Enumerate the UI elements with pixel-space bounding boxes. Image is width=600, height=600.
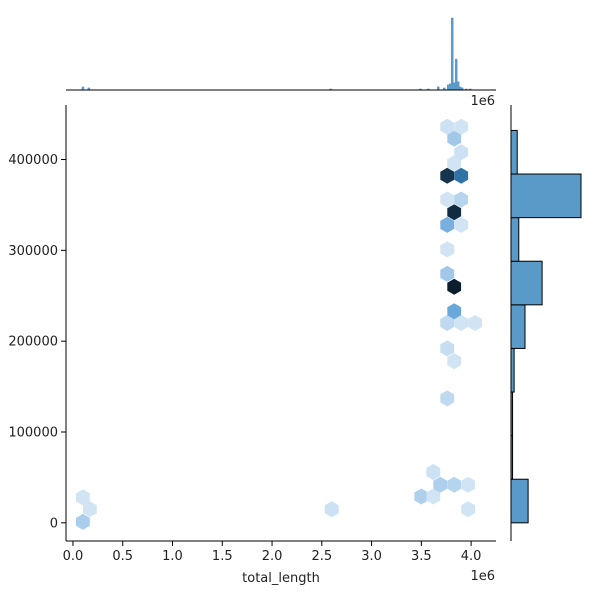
hexbin-cell: [454, 167, 469, 184]
hexbin-cell: [440, 216, 455, 233]
marginal-y-bar: [510, 173, 582, 219]
hexbin-cell: [461, 476, 476, 493]
marginal-y-bar: [510, 217, 520, 262]
hexbin-cell: [454, 216, 469, 233]
x-tick-label: 3.0: [361, 549, 382, 564]
y-tick-label: 400000: [8, 153, 58, 168]
x-axis-label: total_length: [242, 571, 320, 586]
y-tick-label: 200000: [8, 335, 58, 350]
hexbin-cell: [414, 488, 429, 505]
marginal-x-bar: [448, 83, 452, 91]
hexbin-cell: [440, 167, 455, 184]
marginal-x-bar: [446, 84, 450, 91]
y-tick-label: 0: [50, 516, 58, 531]
hexbin-cell: [440, 390, 455, 407]
marginal-x-bar: [450, 17, 454, 91]
marginal-x-histogram: [81, 17, 472, 91]
hexbin-cell: [447, 476, 462, 493]
x-tick-label: 3.5: [411, 549, 432, 564]
marginal-y-bar: [510, 478, 529, 524]
x-tick-label: 1.5: [212, 549, 233, 564]
marginal-y-bar: [510, 304, 526, 349]
hexbin-cell: [447, 353, 462, 370]
hexbin-cell: [447, 155, 462, 172]
x-tick-label: 0.0: [63, 549, 84, 564]
x-tick-label: 1.0: [162, 549, 183, 564]
hexbin-cell: [426, 488, 441, 505]
marginal-x-offset-label: 1e6: [470, 94, 495, 109]
marginal-y-bar: [510, 129, 518, 175]
hexbin-cell: [440, 315, 455, 331]
hexbin-cell: [433, 476, 448, 493]
hexbin-cell: [454, 144, 469, 161]
x-tick-label: 4.0: [461, 549, 482, 564]
x-tick-label: 0.5: [112, 549, 133, 564]
hexbin-layer: [76, 118, 482, 530]
marginal-x-bar: [456, 81, 460, 91]
hexbin-cell: [447, 303, 462, 320]
x-ticks: 0.0 0.5 1.0 1.5 2.0 2.5 3.0 3.5 4.0: [63, 541, 482, 564]
hexbin-cell: [454, 191, 469, 208]
marginal-y-bar: [510, 260, 543, 306]
hexbin-cell: [76, 513, 90, 530]
hexbin-cell: [440, 340, 455, 357]
y-tick-label: 300000: [8, 244, 58, 259]
hexbin-cell: [454, 315, 469, 331]
x-tick-label: 2.0: [262, 549, 283, 564]
hexbin-cell: [324, 501, 339, 518]
marginal-x-bar: [454, 58, 458, 91]
marginal-x-bar: [452, 82, 456, 91]
hexbin-cell: [76, 489, 90, 506]
marginal-y-histogram: [510, 129, 582, 524]
hexbin-cell: [447, 278, 462, 295]
hexbin-cell: [440, 191, 455, 208]
hexbin-cell: [83, 501, 97, 518]
hexbin-cell: [440, 241, 455, 258]
hexbin-cell: [440, 265, 455, 282]
hexbin-cell: [447, 204, 462, 221]
hexbin-cell: [454, 118, 469, 135]
hexbin-cell: [447, 130, 462, 147]
hexbin-cell: [468, 315, 482, 331]
x-tick-label: 2.5: [311, 549, 332, 564]
y-ticks: 0 100000 200000 300000 400000: [8, 153, 66, 531]
hexbin-cell: [426, 464, 441, 480]
x-offset-label: 1e6: [470, 569, 495, 584]
y-tick-label: 100000: [8, 426, 58, 441]
hexbin-cell: [461, 501, 476, 518]
hexbin-cell: [440, 118, 455, 135]
